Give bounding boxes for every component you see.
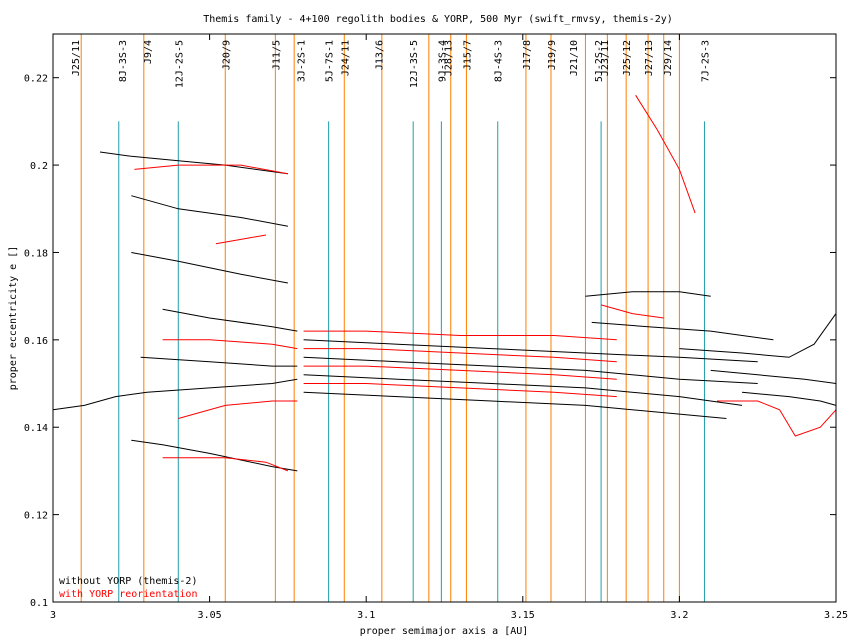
resonance-label-18: 5J-2S-2 <box>594 40 605 82</box>
resonance-label-20: J25/12 <box>622 40 633 76</box>
resonance-label-22: J29/14 <box>663 40 674 76</box>
legend: without YORP (themis-2) with YORP reorie… <box>59 576 197 600</box>
chart-title: Themis family - 4+100 regolith bodies & … <box>203 14 673 25</box>
series-0-track-2 <box>131 195 288 227</box>
series-1-track-9 <box>600 304 664 319</box>
y-tick-label-4: 0.18 <box>24 248 48 259</box>
y-axis-label: proper eccentricity e [] <box>8 246 19 391</box>
series-1-track-6 <box>303 348 617 363</box>
series-1-track-3 <box>178 400 298 419</box>
y-tick-label-0: 0.1 <box>30 598 48 609</box>
series-0-track-12 <box>591 321 774 341</box>
resonance-label-13: J15/7 <box>462 40 473 70</box>
resonance-label-19: J23/11 <box>600 40 611 76</box>
series-1-track-0 <box>134 164 288 175</box>
series-0-track-3 <box>131 252 288 284</box>
series-0-track-14 <box>710 369 837 384</box>
resonance-label-2: J9/4 <box>143 40 154 64</box>
resonance-label-23: 7J-2S-3 <box>701 40 712 82</box>
series-1-track-7 <box>303 365 617 380</box>
x-tick-label-5: 3.25 <box>824 610 848 621</box>
resonance-label-11: 9J-3S-4 <box>437 40 448 82</box>
resonance-label-3: 12J-2S-5 <box>174 40 185 88</box>
x-axis-label: proper semimajor axis a [AU] <box>360 626 529 637</box>
resonance-label-5: J11/5 <box>271 40 282 70</box>
axes: 3 3.05 3.1 3.15 3.2 3.25 0.1 0.12 0.14 0.16 0.18 0.… <box>24 34 848 621</box>
series-0-track-4 <box>162 308 298 332</box>
resonance-label-6: 3J-2S-1 <box>296 40 307 82</box>
data-tracks <box>52 94 837 472</box>
x-tick-label-1: 3.05 <box>198 610 222 621</box>
x-tick-label-3: 3.15 <box>511 610 535 621</box>
series-1-track-4 <box>162 457 289 472</box>
resonance-label-8: J24/11 <box>340 40 351 76</box>
resonance-label-12: J28/13 <box>444 40 455 76</box>
series-0-track-9 <box>303 374 743 406</box>
series-0-track-1 <box>99 151 288 175</box>
resonance-label-21: J27/13 <box>644 40 655 76</box>
resonance-lines <box>80 34 705 602</box>
series-0-track-6 <box>131 439 298 472</box>
x-tick-label-0: 3 <box>50 610 56 621</box>
resonance-label-7: 5J-7S-1 <box>325 40 336 82</box>
series-0-track-8 <box>303 356 758 384</box>
resonance-label-16: J19/9 <box>547 40 558 70</box>
series-1-track-8 <box>303 383 617 398</box>
legend-label-without-yorp: without YORP (themis-2) <box>59 576 197 587</box>
x-tick-label-4: 3.2 <box>670 610 688 621</box>
resonance-label-0: J25/11 <box>71 40 82 76</box>
resonance-label-17: J21/10 <box>569 40 580 76</box>
x-tick-label-2: 3.1 <box>357 610 375 621</box>
resonance-label-1: 8J-3S-3 <box>118 40 129 82</box>
series-0-track-0 <box>52 378 298 411</box>
series-0-track-11 <box>585 291 711 297</box>
resonance-label-15: J17/8 <box>522 40 533 70</box>
resonance-label-9: J13/6 <box>375 40 386 70</box>
series-0-track-13 <box>679 313 837 358</box>
plot-frame <box>52 33 837 603</box>
series-1-track-1 <box>215 234 267 245</box>
series-1-track-11 <box>635 94 696 214</box>
legend-label-with-yorp: with YORP reorientation <box>59 589 197 600</box>
y-tick-label-3: 0.16 <box>24 336 48 347</box>
series-0-track-7 <box>303 339 758 363</box>
series-1-track-10 <box>717 400 837 437</box>
series-0-track-15 <box>741 391 837 406</box>
y-tick-label-6: 0.22 <box>24 74 48 85</box>
resonance-label-4: J20/9 <box>221 40 232 70</box>
resonance-labels: J25/11 8J-3S-3 J9/4 12J-2S-5 J20/9 J11/5 3J-2S… <box>71 40 712 88</box>
y-tick-label-1: 0.12 <box>24 511 48 522</box>
series-1-track-2 <box>162 339 298 350</box>
y-tick-label-2: 0.14 <box>24 423 48 434</box>
resonance-label-10: 12J-3S-5 <box>409 40 420 88</box>
series-1-track-5 <box>303 330 617 341</box>
series-0-track-5 <box>140 356 298 367</box>
y-tick-label-5: 0.2 <box>30 161 48 172</box>
series-0-track-10 <box>303 391 727 419</box>
resonance-label-14: 8J-4S-3 <box>494 40 505 82</box>
